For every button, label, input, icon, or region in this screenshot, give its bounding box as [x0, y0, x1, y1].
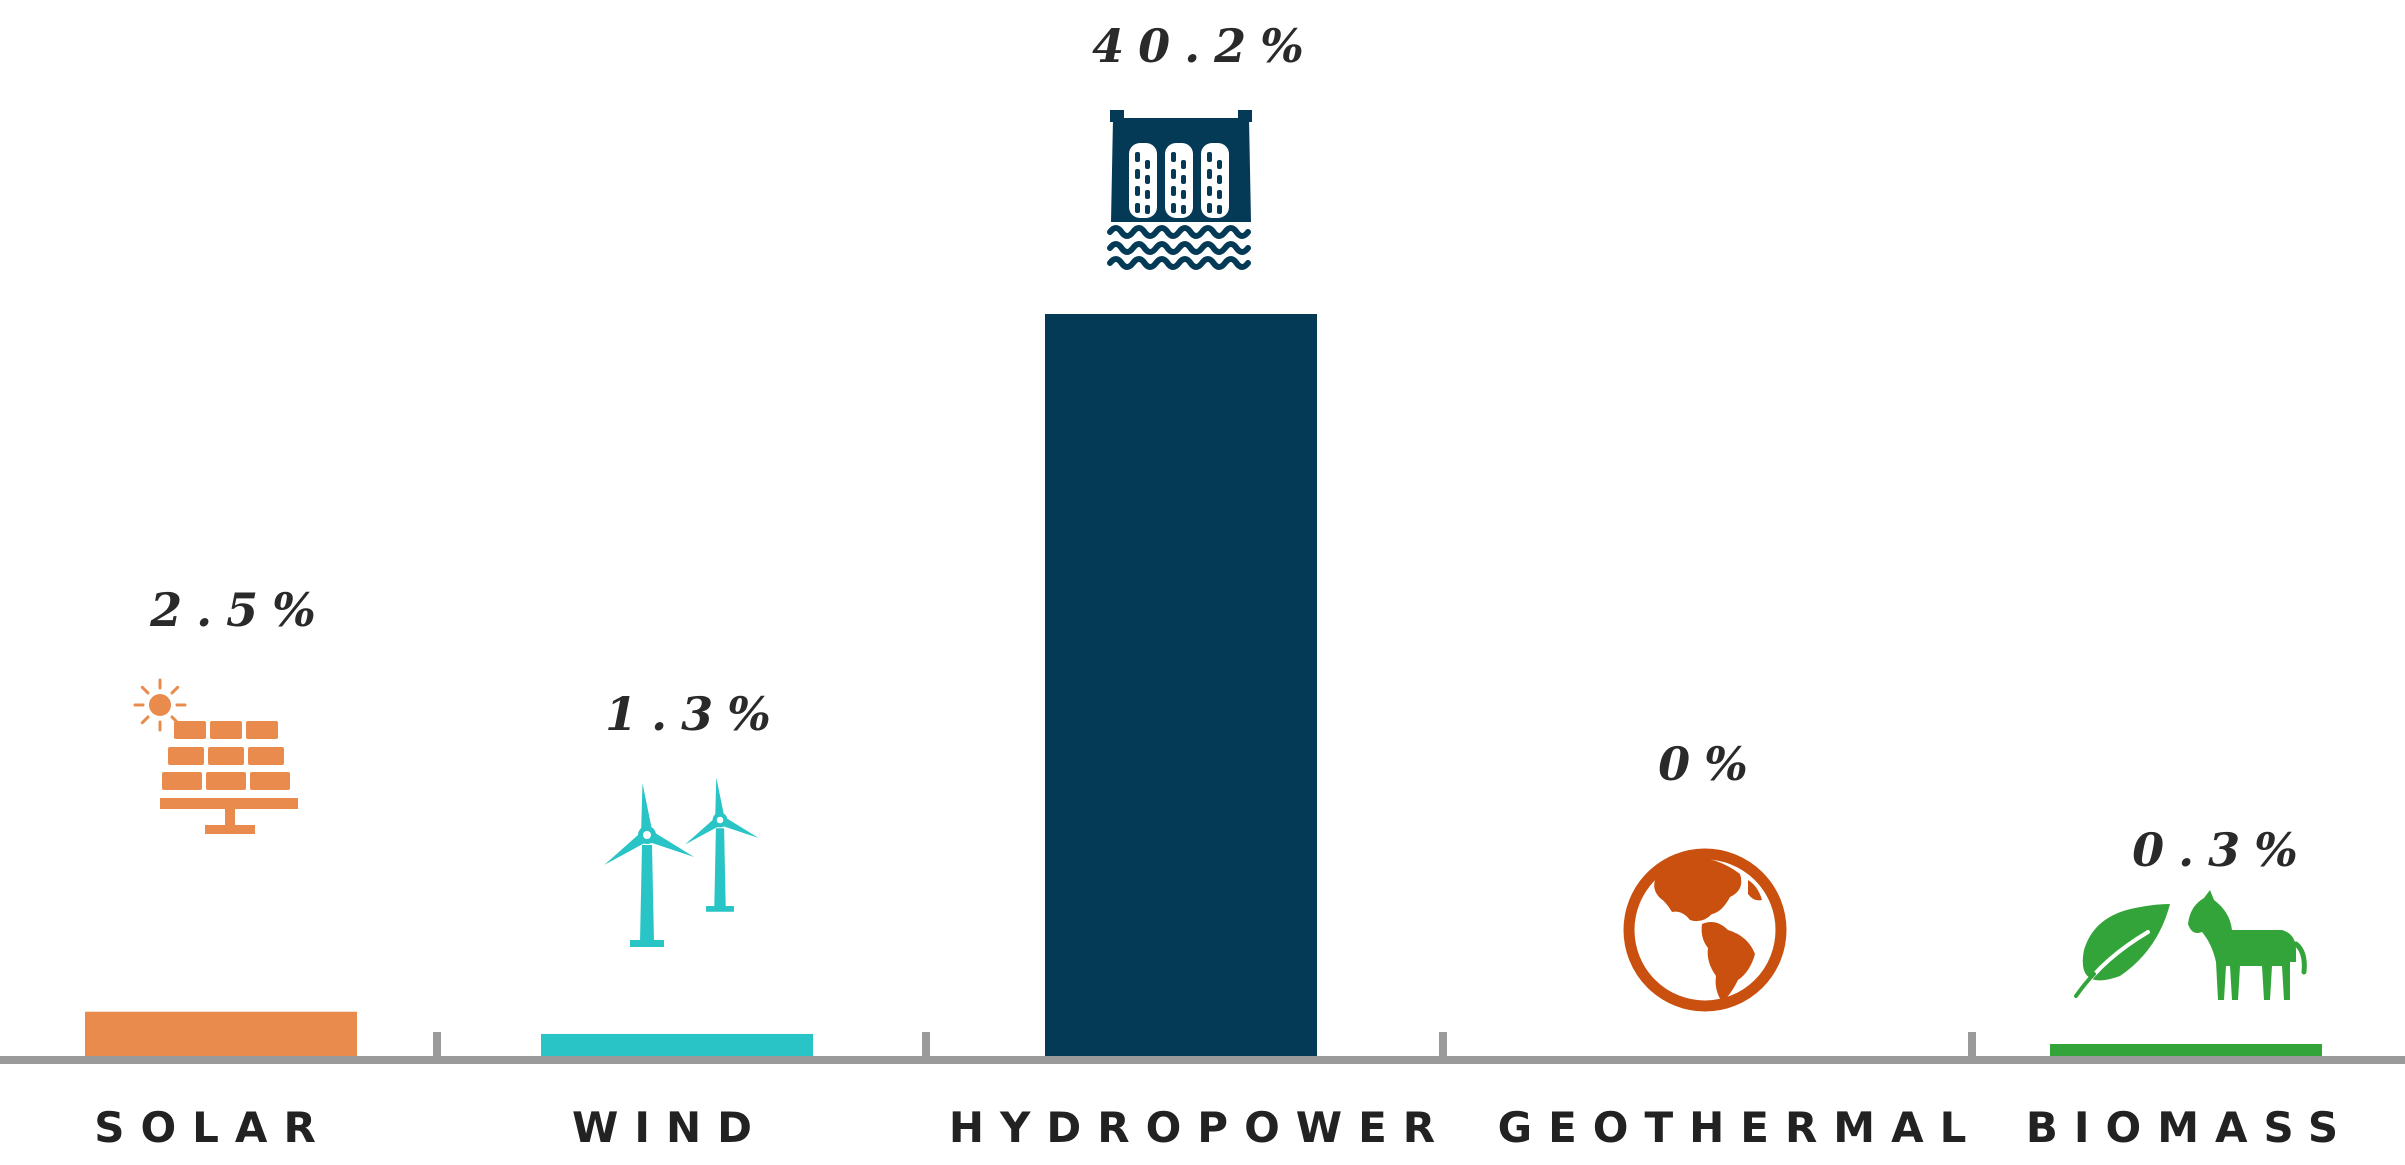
axis-divider [433, 1032, 441, 1058]
axis-divider [1439, 1032, 1447, 1058]
value-label-wind: 1.3% [605, 687, 785, 741]
category-label-wind: WIND [572, 1103, 768, 1152]
value-label-geothermal: 0% [1658, 737, 1762, 791]
axis-divider [1968, 1032, 1976, 1058]
category-label-geothermal: GEOTHERMAL [1498, 1103, 1983, 1152]
labels-layer: SOLAR 2.5% WIND 1.3% HYDROPOWER 40.2% GEOTHERM… [94, 19, 2354, 1152]
solar-panel-icon [133, 678, 298, 834]
bar-wind [541, 1033, 813, 1058]
x-axis-line [0, 1056, 2405, 1064]
category-label-hydropower: HYDROPOWER [949, 1103, 1451, 1152]
leaf-horse-icon [2074, 890, 2307, 1000]
bar-biomass [2050, 1044, 2322, 1058]
value-label-solar: 2.5% [149, 583, 330, 637]
bars-layer [85, 314, 2322, 1058]
axis-divider [922, 1032, 930, 1058]
globe-icon [1623, 848, 1787, 1012]
bar-hydropower [1045, 314, 1317, 1058]
category-label-solar: SOLAR [94, 1103, 332, 1152]
dam-icon [1107, 110, 1252, 270]
value-label-biomass: 0.3% [2132, 823, 2312, 877]
value-label-hydropower: 40.2% [1092, 19, 1318, 73]
icons-layer [133, 110, 2307, 1012]
x-axis [0, 1032, 2405, 1064]
wind-turbine-icon [604, 777, 759, 947]
category-label-biomass: BIOMASS [2026, 1103, 2354, 1152]
bar-solar [85, 1011, 357, 1058]
